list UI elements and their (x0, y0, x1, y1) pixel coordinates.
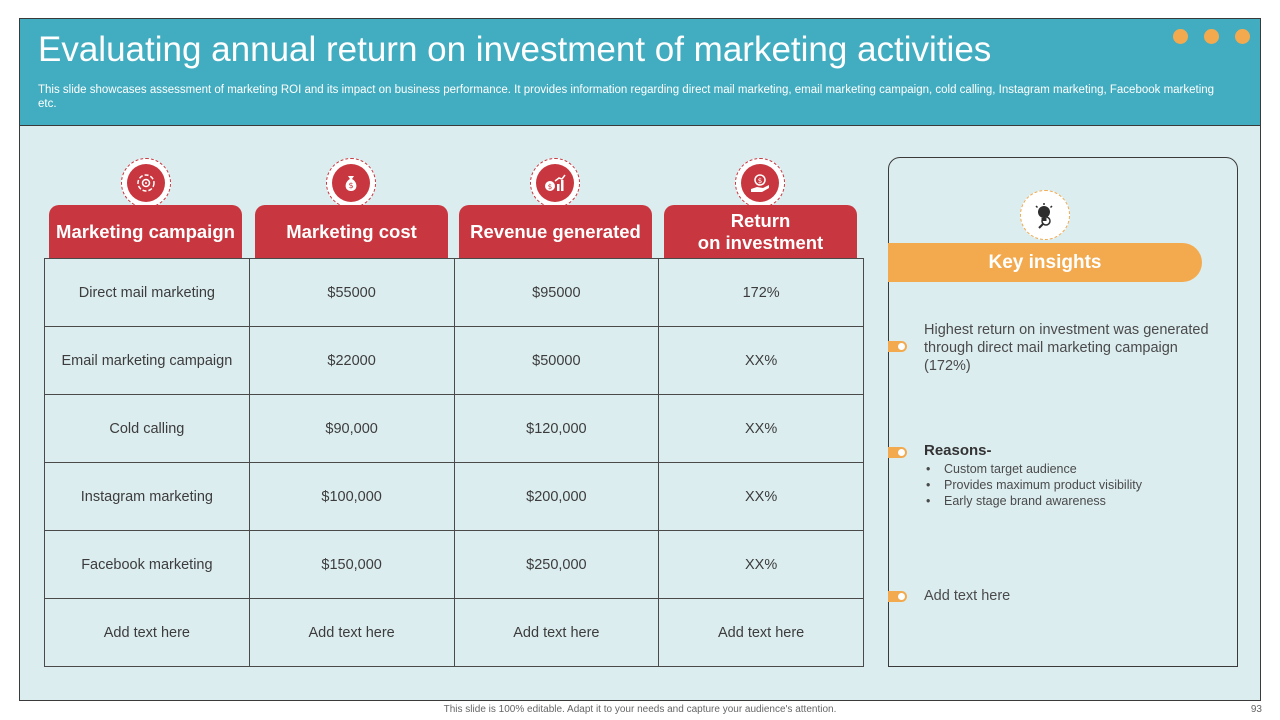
column-header-campaign: Marketing campaign (49, 205, 242, 258)
dot-2 (1204, 29, 1219, 44)
svg-text:$: $ (348, 181, 353, 190)
toggle-bullet-icon (888, 447, 907, 458)
table-cell: Direct mail marketing (44, 258, 250, 327)
svg-text:$: $ (548, 183, 552, 191)
table-cell: XX% (658, 394, 864, 463)
table-cell: XX% (658, 326, 864, 395)
insight-item-3: Add text here (924, 588, 1011, 604)
table-cell: Add text here (453, 598, 660, 667)
table-row: Direct mail marketing $55000 $95000 172% (44, 258, 864, 327)
insight-item-1: Highest return on investment was generat… (924, 322, 1209, 374)
decorative-dots (1173, 29, 1250, 44)
table-cell: $95000 (453, 258, 660, 327)
table-cell: $55000 (248, 258, 455, 327)
dot-1 (1173, 29, 1188, 44)
revenue-chart-icon: $ (530, 158, 580, 208)
toggle-bullet-icon (888, 591, 907, 602)
list-item: Custom target audience (926, 461, 1142, 477)
table-cell: Add text here (658, 598, 864, 667)
table-row: Cold calling $90,000 $120,000 XX% (44, 394, 864, 463)
table-cell: $50000 (453, 326, 660, 395)
table-cell: Add text here (44, 598, 250, 667)
reasons-title: Reasons- (924, 442, 992, 459)
table-cell: $250,000 (453, 530, 660, 599)
page-number: 93 (1250, 704, 1262, 715)
table-cell: $200,000 (453, 462, 660, 531)
table-cell: Add text here (248, 598, 455, 667)
table-cell: Cold calling (44, 394, 250, 463)
column-header-roi-line2: on investment (697, 231, 824, 253)
table-cell: $120,000 (453, 394, 660, 463)
dot-3 (1235, 29, 1250, 44)
table-cell: Email marketing campaign (44, 326, 250, 395)
roi-hand-icon: $ (735, 158, 785, 208)
key-insights-title: Key insights (888, 243, 1202, 282)
roi-table: Direct mail marketing $55000 $95000 172%… (44, 258, 864, 667)
table-row: Instagram marketing $100,000 $200,000 XX… (44, 462, 864, 531)
column-header-roi: Return on investment (664, 205, 857, 258)
slide-header: Evaluating annual return on investment o… (20, 19, 1260, 126)
table-cell: 172% (658, 258, 864, 327)
toggle-bullet-icon (888, 341, 907, 352)
column-header-revenue: Revenue generated (459, 205, 652, 258)
table-cell: XX% (658, 530, 864, 599)
table-cell: $100,000 (248, 462, 455, 531)
list-item: Early stage brand awareness (926, 493, 1142, 509)
slide-title: Evaluating annual return on investment o… (38, 30, 992, 69)
key-insights-panel (888, 157, 1238, 667)
table-cell: Facebook marketing (44, 530, 250, 599)
table-row: Add text here Add text here Add text her… (44, 598, 864, 667)
footer-note: This slide is 100% editable. Adapt it to… (443, 704, 837, 715)
list-item: Provides maximum product visibility (926, 477, 1142, 493)
slide-subtitle: This slide showcases assessment of marke… (38, 84, 1215, 110)
table-cell: XX% (658, 462, 864, 531)
table-row: Email marketing campaign $22000 $50000 X… (44, 326, 864, 395)
column-header-roi-line1: Return (730, 209, 791, 231)
table-cell: $150,000 (248, 530, 455, 599)
money-bag-icon: $ (326, 158, 376, 208)
table-cell: $90,000 (248, 394, 455, 463)
svg-text:$: $ (758, 177, 762, 185)
lightbulb-magnifier-icon (1020, 190, 1070, 240)
reasons-list: Custom target audience Provides maximum … (926, 461, 1142, 509)
table-row: Facebook marketing $150,000 $250,000 XX% (44, 530, 864, 599)
target-cycle-icon (121, 158, 171, 208)
table-cell: Instagram marketing (44, 462, 250, 531)
table-cell: $22000 (248, 326, 455, 395)
column-header-cost: Marketing cost (255, 205, 448, 258)
